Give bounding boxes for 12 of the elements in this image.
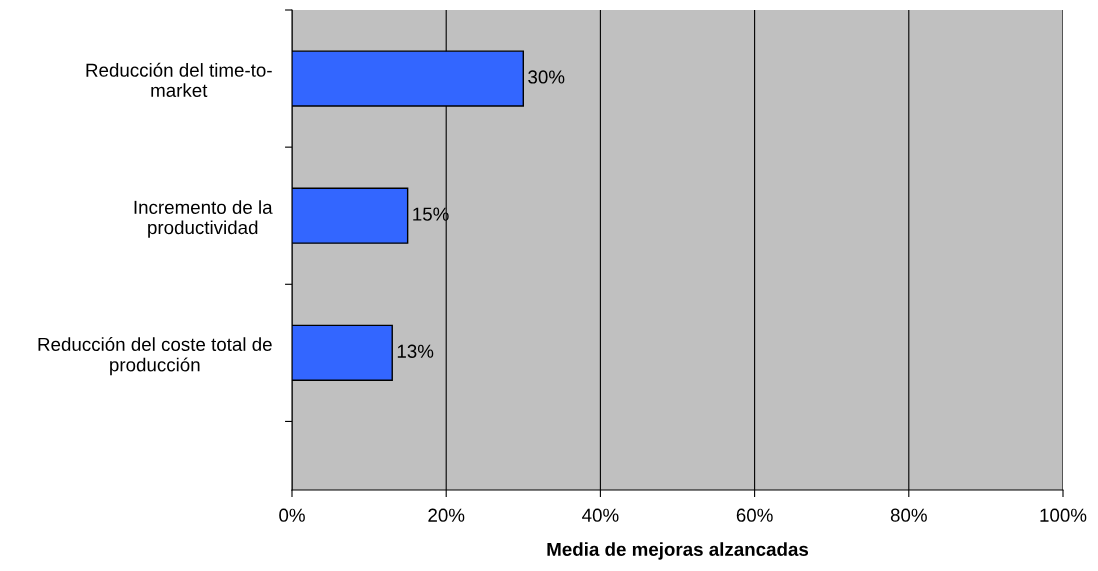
data-label: 13% <box>397 344 434 358</box>
x-tick-label: 0% <box>279 508 305 522</box>
x-axis-title: Media de mejoras alzancadas <box>547 542 809 560</box>
y-tick-label: Reducción del coste total de producción <box>38 336 272 376</box>
y-tick-label: Reducción del time-to-market <box>86 62 272 98</box>
x-tick-label: 40% <box>582 508 619 522</box>
y-tick-label: Incremento de la productividad <box>134 200 273 238</box>
x-tick-label: 80% <box>890 508 927 522</box>
x-tick-label: 100% <box>1040 508 1087 522</box>
x-tick-label: 20% <box>428 508 465 522</box>
x-tick-label: 60% <box>736 508 773 522</box>
data-label: 30% <box>528 70 565 84</box>
